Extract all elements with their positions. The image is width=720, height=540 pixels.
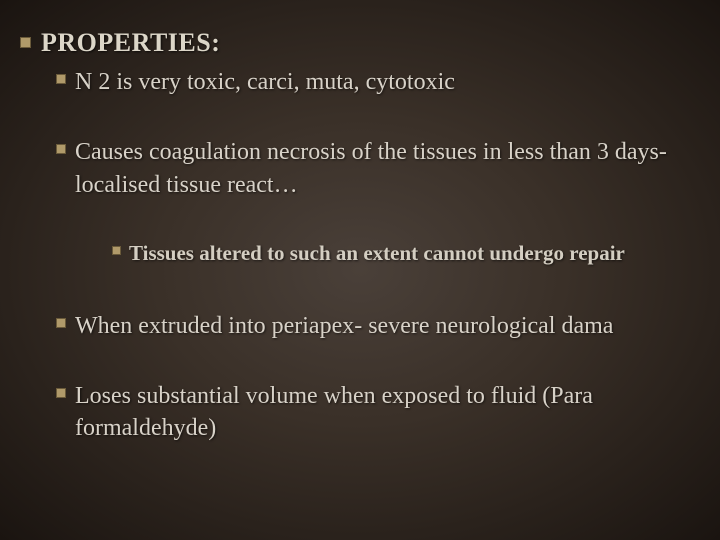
list-item: Loses substantial volume when exposed to… (56, 380, 700, 445)
slide-content: PROPERTIES: N 2 is very toxic, carci, mu… (20, 28, 700, 520)
list-item: Causes coagulation necrosis of the tissu… (56, 136, 700, 201)
heading-text: PROPERTIES: (41, 28, 220, 58)
spacer (20, 278, 700, 310)
bullet-icon (56, 318, 66, 328)
bullet-icon (56, 388, 66, 398)
item-text: When extruded into periapex- severe neur… (75, 310, 613, 342)
spacer (20, 108, 700, 136)
bullet-icon (112, 246, 121, 255)
item-text: Causes coagulation necrosis of the tissu… (75, 136, 700, 201)
subitem-text: Tissues altered to such an extent cannot… (129, 239, 625, 267)
bullet-icon (56, 74, 66, 84)
list-item: N 2 is very toxic, carci, muta, cytotoxi… (56, 66, 700, 98)
spacer (20, 211, 700, 239)
bullet-icon (20, 37, 31, 48)
item-text: N 2 is very toxic, carci, muta, cytotoxi… (75, 66, 455, 98)
spacer (20, 352, 700, 380)
item-text: Loses substantial volume when exposed to… (75, 380, 700, 445)
heading-row: PROPERTIES: (20, 28, 700, 58)
bullet-icon (56, 144, 66, 154)
list-item: When extruded into periapex- severe neur… (56, 310, 700, 342)
sub-list-item: Tissues altered to such an extent cannot… (112, 239, 700, 267)
